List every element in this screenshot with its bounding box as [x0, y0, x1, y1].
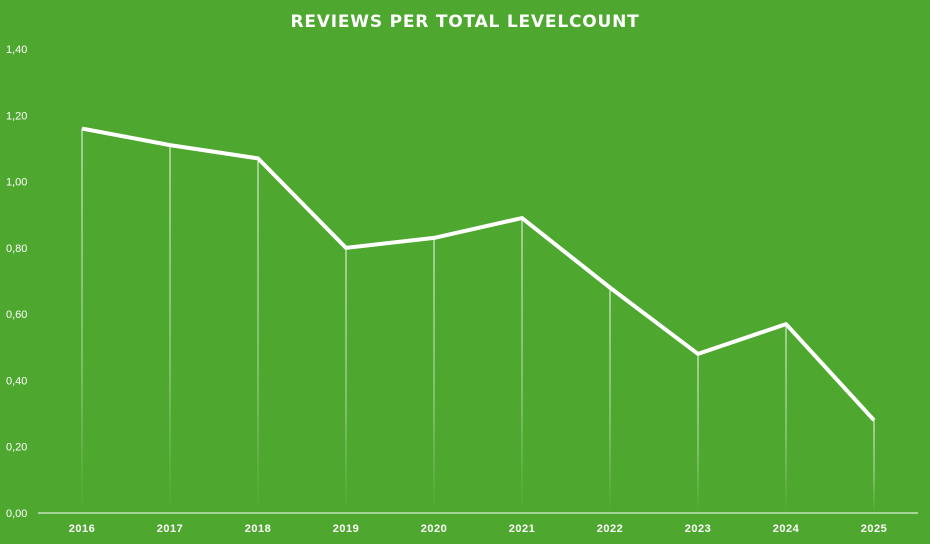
drop-line: [609, 287, 611, 513]
x-tick-label: 2021: [509, 523, 535, 535]
y-tick-label: 0,20: [6, 442, 27, 454]
y-tick-label: 0,00: [6, 508, 27, 520]
chart-title: REVIEWS PER TOTAL LEVELCOUNT: [290, 12, 639, 32]
x-tick-label: 2025: [861, 523, 887, 535]
y-tick-label: 1,40: [6, 44, 27, 56]
x-tick-label: 2022: [597, 523, 623, 535]
drop-line: [697, 353, 699, 513]
series-line: [81, 126, 876, 422]
drop-line: [257, 158, 259, 513]
drop-line: [81, 128, 83, 514]
x-axis-ticks: 2016 2017 2018 2019 2020 2021 2022 2023 2024 2025: [69, 523, 887, 535]
y-tick-label: 0,80: [6, 243, 27, 255]
x-tick-label: 2018: [245, 523, 271, 535]
drop-line: [521, 218, 523, 513]
y-tick-label: 0,60: [6, 309, 27, 321]
x-tick-label: 2020: [421, 523, 447, 535]
y-tick-label: 1,00: [6, 177, 27, 189]
x-tick-label: 2016: [69, 523, 95, 535]
y-tick-label: 0,40: [6, 375, 27, 387]
drop-line: [785, 324, 787, 513]
drop-line: [345, 247, 347, 513]
drop-line: [873, 420, 875, 513]
x-tick-label: 2019: [333, 523, 359, 535]
y-axis-ticks: 0,00 0,20 0,40 0,60 0,80 1,00 1,20 1,40: [6, 44, 27, 520]
x-tick-label: 2017: [157, 523, 183, 535]
series-group: [81, 126, 876, 422]
y-tick-label: 1,20: [6, 110, 27, 122]
drop-lines: [81, 128, 875, 514]
x-tick-label: 2024: [773, 523, 800, 535]
x-tick-label: 2023: [685, 523, 711, 535]
drop-line: [169, 145, 171, 513]
drop-line: [433, 237, 435, 513]
